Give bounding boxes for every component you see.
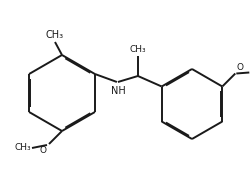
Text: CH₃: CH₃ — [14, 144, 31, 153]
Text: O: O — [236, 63, 243, 73]
Text: NH: NH — [110, 86, 125, 96]
Text: O: O — [39, 146, 46, 155]
Text: CH₃: CH₃ — [46, 30, 64, 40]
Text: CH₃: CH₃ — [130, 45, 146, 54]
